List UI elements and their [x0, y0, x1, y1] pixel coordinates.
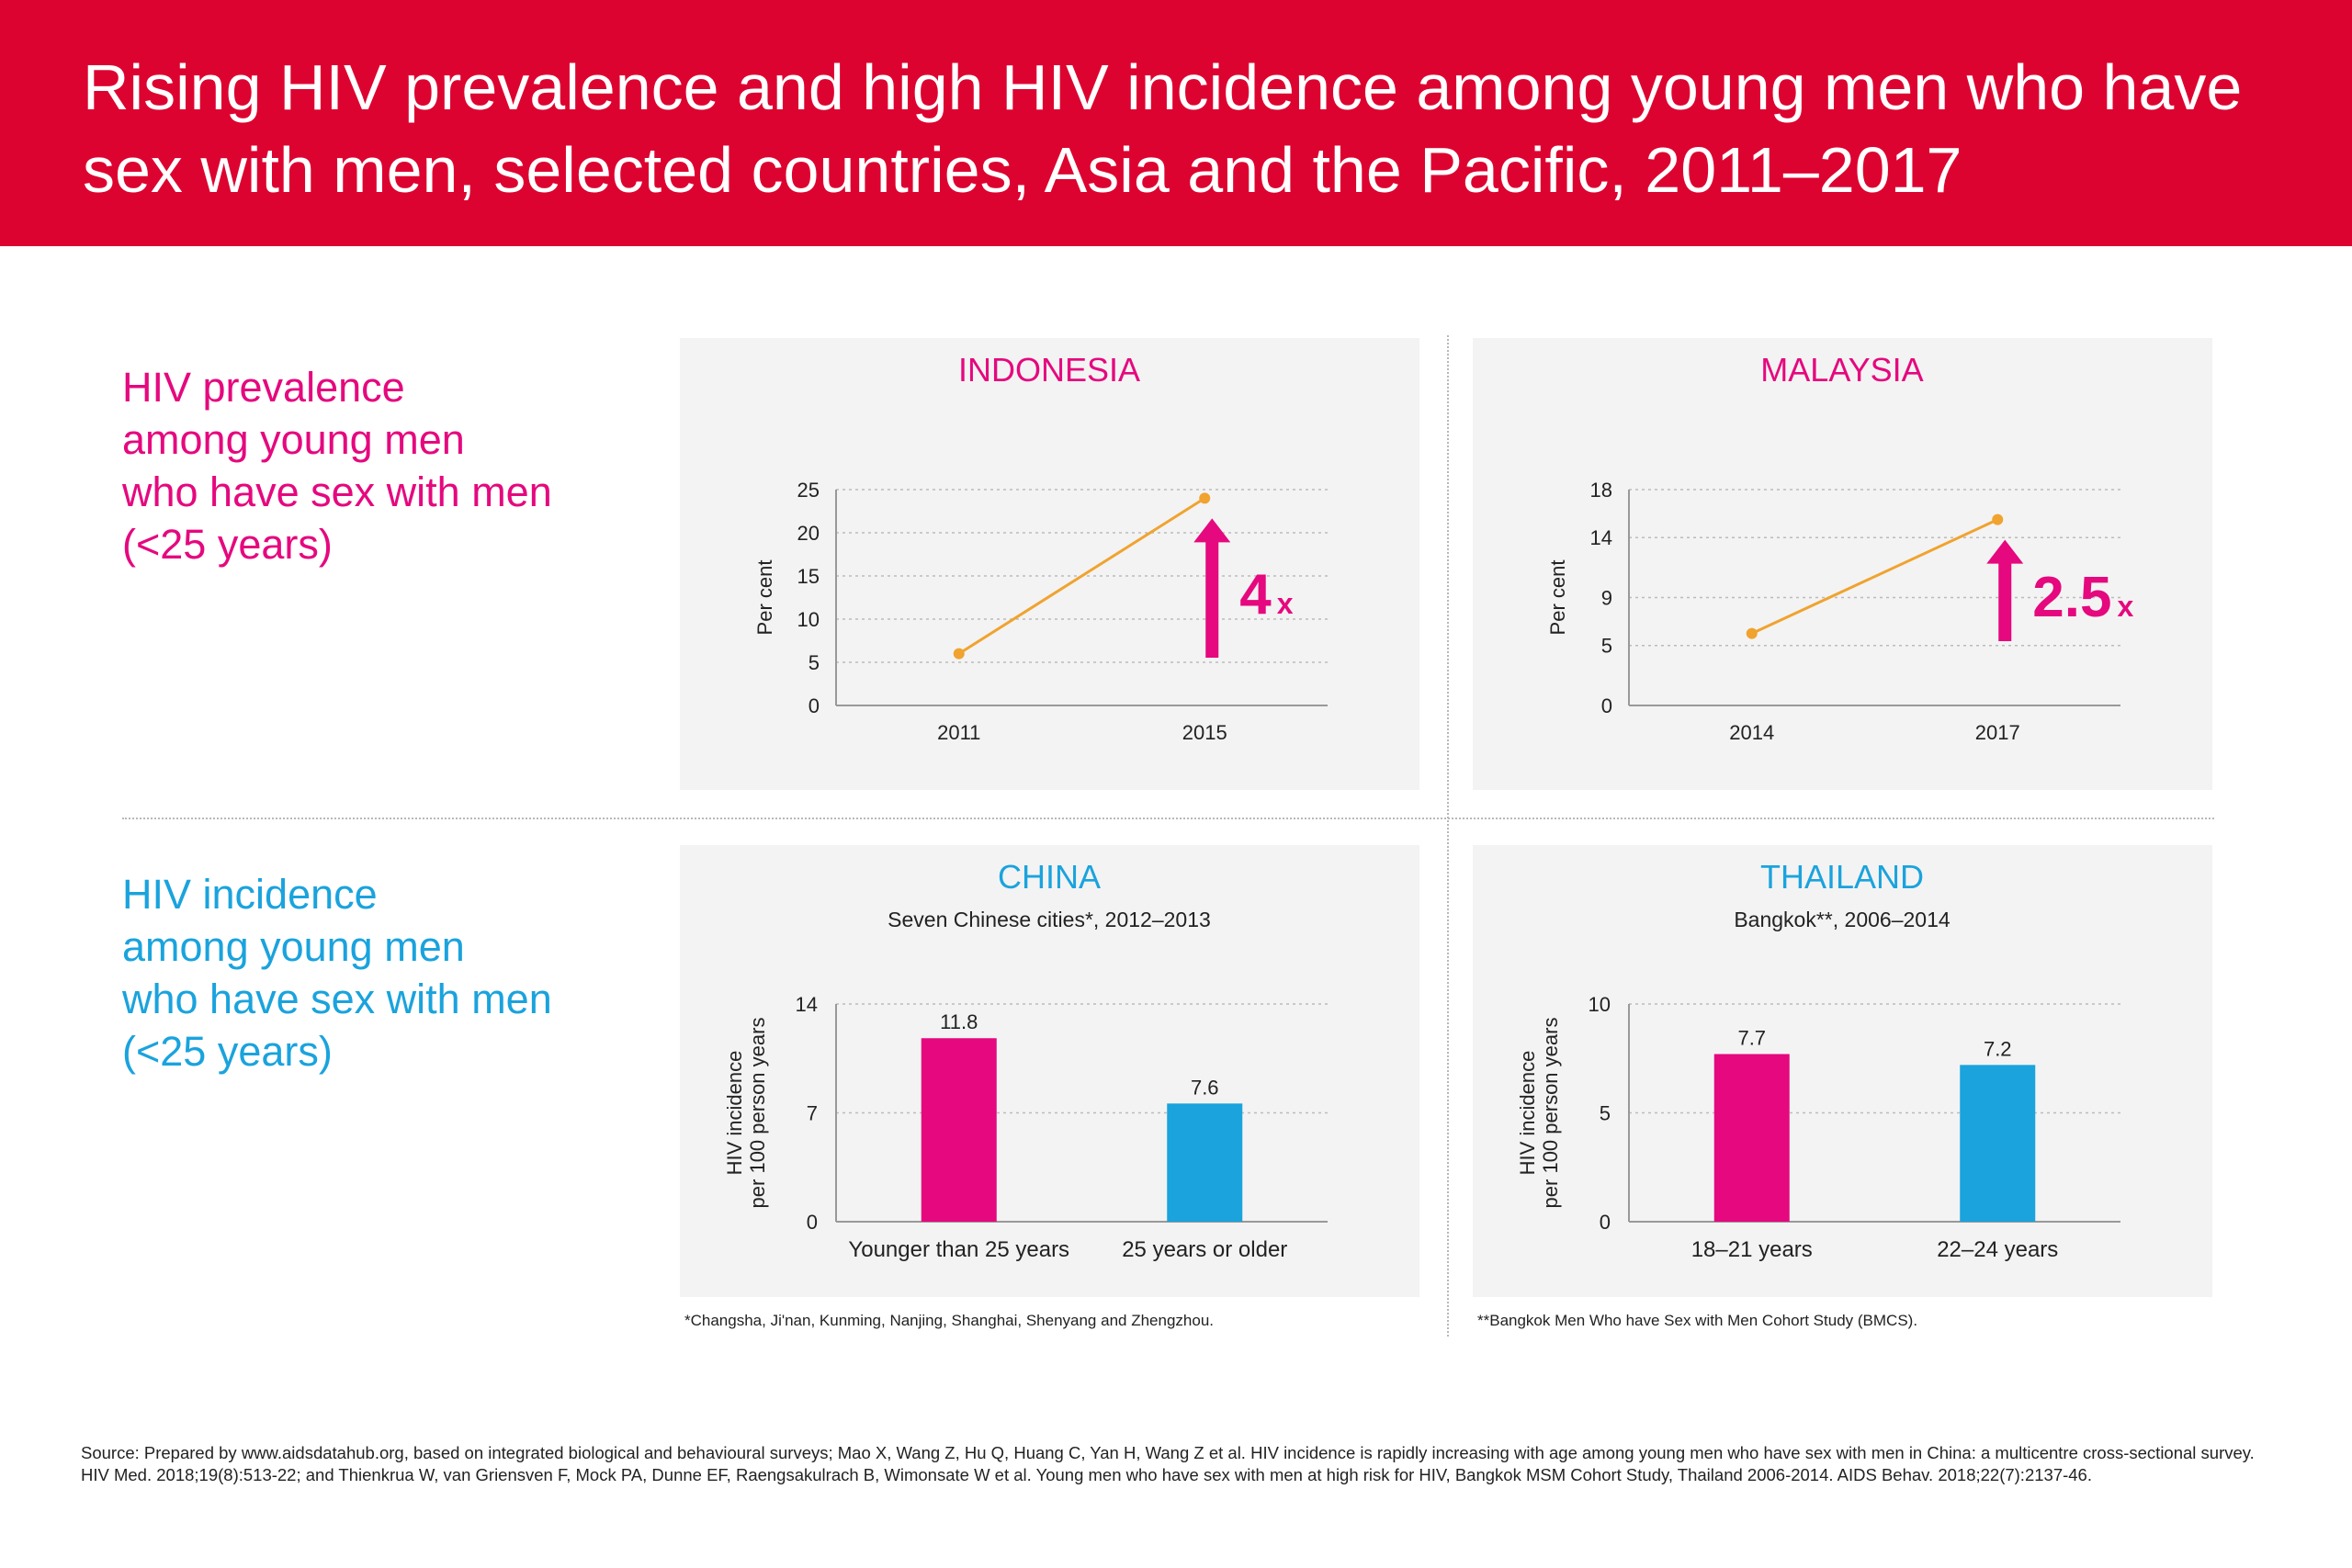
incidence-row-label: HIV incidence among young men who have s…: [122, 868, 600, 1077]
y-tick-label: 9: [1601, 587, 1612, 610]
data-point: [1746, 627, 1758, 639]
bar: [1960, 1065, 2036, 1222]
multiplier-suffix: x: [1277, 587, 1294, 620]
series-line: [1751, 518, 1998, 636]
incidence-label-line: among young men: [122, 923, 465, 970]
multiplier-number: 2.5: [2032, 566, 2111, 629]
x-tick-label: 18–21 years: [1691, 1237, 1813, 1262]
footnote-thailand: **Bangkok Men Who have Sex with Men Coho…: [1477, 1312, 1918, 1329]
incidence-label-line: HIV incidence: [122, 871, 378, 918]
x-tick-label: 2015: [1182, 721, 1227, 744]
chart-title: INDONESIA: [958, 351, 1140, 389]
y-axis-label-line1: HIV incidence: [723, 1051, 746, 1176]
y-tick-label: 20: [797, 522, 820, 545]
prevalence-label-line: HIV prevalence: [122, 364, 405, 411]
y-tick-label: 5: [1601, 635, 1612, 658]
panel-malaysia: MALAYSIA 0 5 9 14 18 2014 2017 Per cent 2.5 x: [1473, 338, 2212, 790]
chart-malaysia: MALAYSIA 0 5 9 14 18 2014 2017 Per cent 2.5 x: [1546, 351, 2133, 744]
bar-value-label: 11.8: [940, 1010, 978, 1033]
bar-value-label: 7.6: [1191, 1076, 1219, 1099]
y-tick-label: 0: [808, 694, 820, 717]
y-tick-label: 0: [807, 1211, 818, 1234]
y-tick-label: 10: [797, 608, 820, 631]
x-tick-label: 22–24 years: [1937, 1237, 2058, 1262]
prevalence-label-line: among young men: [122, 416, 465, 463]
x-tick-label: 25 years or older: [1122, 1237, 1287, 1262]
chart-thailand: THAILAND Bangkok**, 2006–2014 0 5 10 7.7 18–21…: [1516, 858, 2120, 1262]
y-tick-label: 25: [797, 479, 820, 502]
chart-subtitle: Seven Chinese cities*, 2012–2013: [888, 908, 1211, 931]
y-axis-label-line2: per 100 person years: [746, 1018, 769, 1209]
bar-value-label: 7.2: [1984, 1037, 2012, 1060]
data-point: [1992, 513, 2004, 525]
y-tick-label: 15: [797, 565, 820, 588]
prevalence-row-label: HIV prevalence among young men who have …: [122, 361, 600, 570]
y-tick-label: 5: [1600, 1102, 1611, 1125]
x-tick-label: 2011: [937, 721, 980, 744]
bar: [1713, 1054, 1790, 1222]
chart-china: CHINA Seven Chinese cities*, 2012–2013 0 7 1…: [723, 858, 1328, 1262]
y-tick-label: 7: [807, 1102, 818, 1125]
arrow-up-icon: [1193, 518, 1231, 658]
vertical-divider: [1447, 335, 1449, 1337]
y-axis-label: Per cent: [1546, 560, 1569, 636]
source-note: Source: Prepared by www.aidsdatahub.org,…: [81, 1443, 2255, 1484]
prevalence-label-line: (<25 years): [122, 521, 333, 568]
x-tick-label: Younger than 25 years: [848, 1237, 1069, 1262]
x-tick-label: 2014: [1729, 721, 1774, 744]
y-tick-label: 14: [796, 993, 818, 1016]
series-line: [957, 497, 1206, 655]
y-axis-label-line1: HIV incidence: [1516, 1051, 1539, 1176]
y-axis-label-line2: per 100 person years: [1539, 1018, 1562, 1209]
panel-indonesia: INDONESIA 0 5 10 15 20 25 2011 2015 Per cent 4 x: [680, 338, 1419, 790]
y-tick-label: 5: [808, 651, 820, 674]
footnote-china: *Changsha, Ji'nan, Kunming, Nanjing, Sha…: [684, 1312, 1214, 1329]
y-axis-label: Per cent: [753, 560, 776, 636]
y-tick-label: 14: [1590, 526, 1612, 549]
prevalence-label-line: who have sex with men: [122, 468, 552, 515]
y-tick-label: 0: [1600, 1211, 1611, 1234]
multiplier-suffix: x: [2117, 590, 2133, 623]
incidence-label-line: (<25 years): [122, 1028, 333, 1075]
arrow-up-icon: [1986, 539, 2024, 641]
y-tick-label: 0: [1601, 694, 1612, 717]
data-point: [953, 648, 965, 660]
chart-title: THAILAND: [1760, 858, 1924, 896]
header-banner: Rising HIV prevalence and high HIV incid…: [0, 0, 2352, 246]
panel-thailand: THAILAND Bangkok**, 2006–2014 0 5 10 7.7 18–21…: [1473, 845, 2212, 1297]
bar-value-label: 7.7: [1737, 1027, 1766, 1050]
y-tick-label: 18: [1590, 479, 1612, 502]
chart-title: CHINA: [998, 858, 1101, 896]
multiplier-number: 4: [1239, 563, 1272, 626]
multiplier-annotation: 2.5 x: [2032, 566, 2133, 629]
page-title: Rising HIV prevalence and high HIV incid…: [83, 51, 2243, 206]
bar: [921, 1038, 997, 1222]
panel-china: CHINA Seven Chinese cities*, 2012–2013 0 7 1…: [680, 845, 1419, 1297]
incidence-label-line: who have sex with men: [122, 976, 552, 1022]
x-tick-label: 2017: [1975, 721, 2020, 744]
bar: [1167, 1103, 1243, 1222]
chart-indonesia: INDONESIA 0 5 10 15 20 25 2011 2015 Per cent 4 x: [753, 351, 1328, 744]
chart-subtitle: Bangkok**, 2006–2014: [1734, 908, 1951, 931]
horizontal-divider: [122, 818, 2214, 819]
data-point: [1199, 492, 1211, 504]
chart-title: MALAYSIA: [1760, 351, 1923, 389]
y-tick-label: 10: [1589, 993, 1611, 1016]
